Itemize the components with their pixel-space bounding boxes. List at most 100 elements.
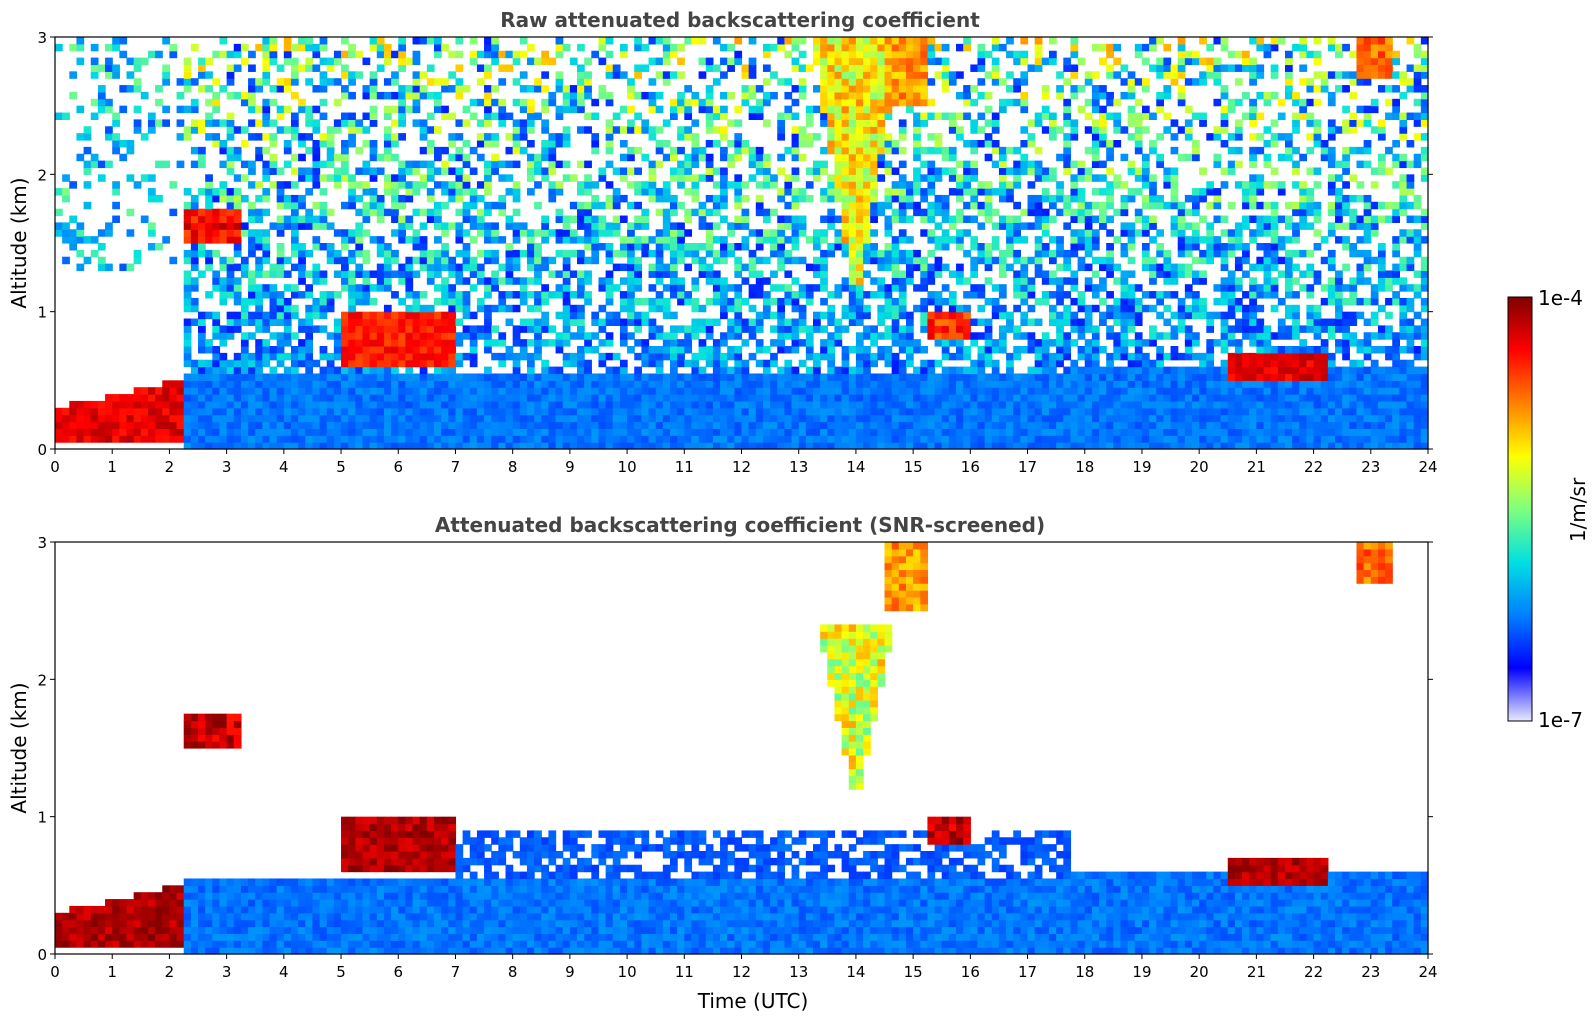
heat-cell xyxy=(534,346,542,354)
heat-cell xyxy=(741,140,750,148)
heat-cell xyxy=(405,394,414,402)
heat-cell xyxy=(584,428,592,436)
heat-cell xyxy=(941,284,950,292)
heat-cell xyxy=(848,201,857,210)
heat-cell xyxy=(691,37,700,45)
heat-cell xyxy=(448,421,457,429)
heat-cell xyxy=(884,359,893,368)
heat-cell xyxy=(677,387,685,395)
heat-cell xyxy=(212,366,221,375)
heat-cell xyxy=(848,435,857,443)
heat-cell xyxy=(948,318,957,326)
heat-cell xyxy=(877,50,886,59)
heat-cell xyxy=(362,332,371,340)
heat-cell xyxy=(55,43,63,52)
heat-cell xyxy=(355,359,364,368)
heat-cell xyxy=(147,50,156,59)
heat-cell xyxy=(741,297,750,306)
heat-cell xyxy=(55,414,63,423)
heat-cell xyxy=(770,208,778,217)
heat-cell xyxy=(69,236,78,244)
heat-cell xyxy=(119,37,128,45)
heat-cell xyxy=(934,167,943,175)
heat-cell xyxy=(970,387,979,395)
heat-cell xyxy=(426,270,435,278)
heat-cell xyxy=(720,201,728,210)
heat-cell xyxy=(891,359,900,368)
heat-cell xyxy=(691,91,700,100)
heat-cell xyxy=(841,112,850,120)
heat-cell xyxy=(512,435,521,443)
heat-cell xyxy=(369,311,378,320)
heat-cell xyxy=(727,414,735,423)
heat-cell xyxy=(298,435,306,443)
heat-cell xyxy=(920,394,929,402)
heat-cell xyxy=(956,304,964,313)
heat-cell xyxy=(991,256,1000,265)
heat-cell xyxy=(677,346,685,354)
heat-cell xyxy=(212,140,221,148)
heat-cell xyxy=(584,339,592,347)
heat-cell xyxy=(383,304,392,313)
heat-cell xyxy=(362,85,371,93)
heat-cell xyxy=(562,435,571,443)
heat-cell xyxy=(455,442,464,450)
heat-cell xyxy=(591,346,600,354)
heat-cell xyxy=(491,400,499,409)
heat-cell xyxy=(105,105,113,114)
heat-cell xyxy=(848,98,857,107)
heat-cell xyxy=(798,421,807,429)
heat-cell xyxy=(834,394,843,402)
heat-cell xyxy=(877,105,886,114)
heat-cell xyxy=(312,146,321,155)
heat-cell xyxy=(634,421,642,429)
heat-cell xyxy=(405,387,414,395)
heat-cell xyxy=(405,188,414,196)
heat-cell xyxy=(462,188,471,196)
heat-cell xyxy=(190,400,199,409)
heat-cell xyxy=(290,332,299,340)
heat-cell xyxy=(369,428,378,436)
heat-cell xyxy=(491,442,499,450)
heat-cell xyxy=(684,332,693,340)
heat-cell xyxy=(376,366,385,375)
heat-cell xyxy=(762,91,771,100)
heat-cell xyxy=(283,366,292,375)
heat-cell xyxy=(834,174,843,182)
heat-cell xyxy=(891,50,900,59)
heat-cell xyxy=(684,291,693,299)
heat-cell xyxy=(827,105,836,114)
heat-cell xyxy=(448,414,457,423)
heat-cell xyxy=(934,57,943,66)
heat-cell xyxy=(784,91,793,100)
heat-cell xyxy=(1013,174,1021,182)
heat-cell xyxy=(777,37,786,45)
heat-cell xyxy=(1006,249,1014,258)
heat-cell xyxy=(498,442,507,450)
heat-cell xyxy=(283,140,292,148)
heat-cell xyxy=(784,291,793,299)
heat-cell xyxy=(233,291,242,299)
heat-cell xyxy=(126,435,135,443)
heat-cell xyxy=(69,91,78,100)
heat-cell xyxy=(741,394,750,402)
heat-cell xyxy=(863,366,871,375)
heat-cell xyxy=(319,394,328,402)
heat-cell xyxy=(898,256,907,265)
heat-cell xyxy=(898,380,907,388)
heat-cell xyxy=(948,373,957,381)
heat-cell xyxy=(941,215,950,223)
heat-cell xyxy=(834,112,843,120)
heat-cell xyxy=(998,78,1007,86)
heat-cell xyxy=(248,181,256,189)
heat-cell xyxy=(290,153,299,162)
heat-cell xyxy=(112,435,120,443)
heat-cell xyxy=(434,91,442,100)
heat-cell xyxy=(183,380,192,388)
heat-cell xyxy=(884,263,893,272)
heat-cell xyxy=(355,442,364,450)
heat-cell xyxy=(169,181,178,189)
heat-cell xyxy=(105,71,113,79)
heat-cell xyxy=(183,208,192,217)
heat-cell xyxy=(619,366,628,375)
